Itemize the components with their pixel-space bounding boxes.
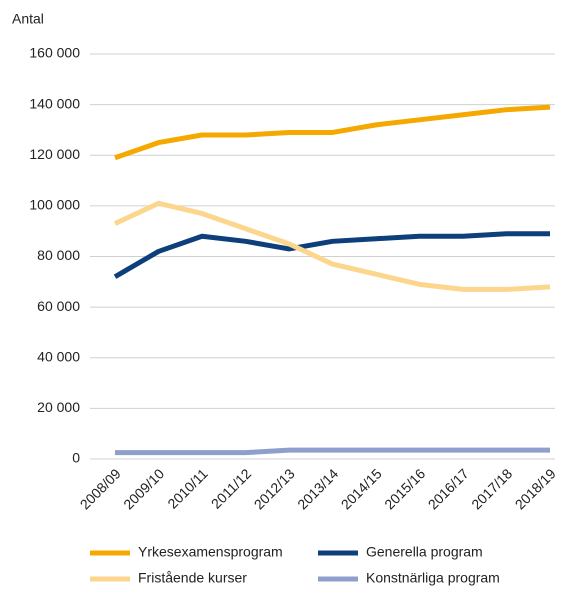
y-tick-label: 100 000 <box>29 197 80 213</box>
y-tick-label: 120 000 <box>29 146 80 162</box>
y-tick-label: 60 000 <box>37 298 80 314</box>
legend-label: Yrkesexamensprogram <box>138 544 283 560</box>
x-tick-label: 2010/11 <box>164 465 211 512</box>
x-tick-label: 2016/17 <box>425 465 472 512</box>
series-line <box>115 447 550 456</box>
series-line <box>113 200 551 292</box>
legend-label: Konstnärliga program <box>366 570 500 586</box>
y-axis-label: Antal <box>12 11 44 27</box>
y-tick-label: 80 000 <box>37 247 80 263</box>
x-tick-label: 2013/14 <box>294 465 341 512</box>
legend-label: Fristående kurser <box>138 570 247 586</box>
x-tick-label: 2014/15 <box>338 465 385 512</box>
legend-label: Generella program <box>366 544 483 560</box>
x-tick-label: 2012/13 <box>251 465 298 512</box>
x-tick-label: 2018/19 <box>512 465 559 512</box>
y-tick-label: 20 000 <box>37 399 80 415</box>
x-tick-label: 2009/10 <box>120 465 167 512</box>
x-tick-label: 2011/12 <box>208 465 255 512</box>
x-tick-label: 2008/09 <box>77 465 124 512</box>
x-tick-label: 2017/18 <box>468 465 515 512</box>
y-tick-label: 160 000 <box>29 45 80 61</box>
series-line <box>113 231 550 279</box>
series-line <box>114 104 551 161</box>
x-tick-label: 2015/16 <box>381 465 428 512</box>
y-tick-label: 0 <box>72 450 80 466</box>
y-tick-label: 40 000 <box>37 348 80 364</box>
y-tick-label: 140 000 <box>29 95 80 111</box>
